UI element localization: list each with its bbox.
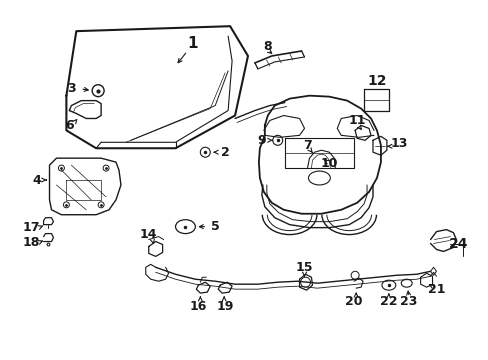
Text: 13: 13 [389, 137, 407, 150]
Text: 16: 16 [189, 300, 206, 312]
Text: 11: 11 [347, 114, 365, 127]
Text: 18: 18 [23, 236, 41, 249]
Text: 20: 20 [345, 294, 362, 307]
Text: 15: 15 [295, 261, 313, 274]
Text: 3: 3 [67, 82, 76, 95]
Text: 8: 8 [263, 40, 272, 53]
Text: 9: 9 [257, 134, 265, 147]
Text: 7: 7 [303, 139, 311, 152]
Text: 10: 10 [320, 157, 337, 170]
Text: 12: 12 [366, 74, 386, 88]
Text: 6: 6 [65, 119, 74, 132]
Text: 2: 2 [220, 146, 229, 159]
Text: 4: 4 [32, 174, 41, 186]
Text: 17: 17 [23, 221, 41, 234]
Text: 22: 22 [379, 294, 397, 307]
Text: 1: 1 [187, 36, 197, 50]
Text: 21: 21 [427, 283, 445, 296]
Text: 19: 19 [216, 300, 233, 312]
Text: 24: 24 [447, 238, 467, 252]
Text: 5: 5 [210, 220, 219, 233]
Text: 23: 23 [399, 294, 417, 307]
Text: 14: 14 [140, 228, 157, 241]
